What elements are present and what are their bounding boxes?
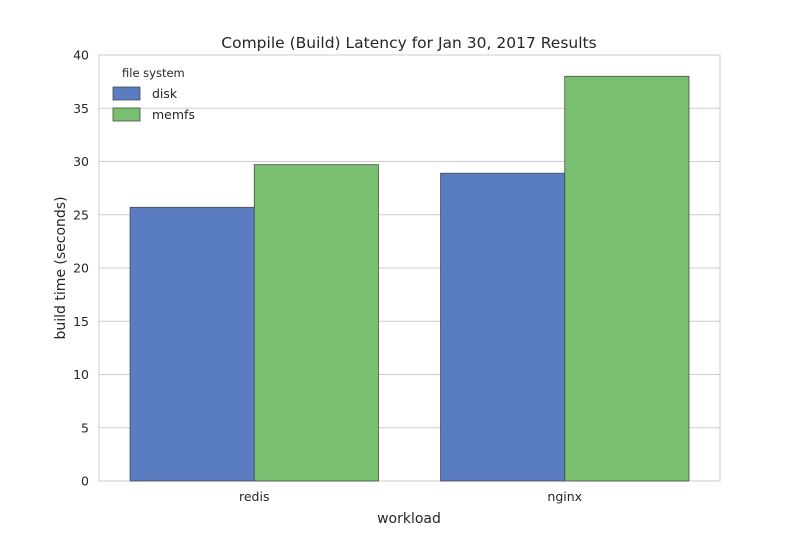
y-tick-label: 30 bbox=[73, 154, 89, 169]
y-tick-label: 15 bbox=[73, 314, 89, 329]
y-tick-labels: 0 5 10 15 20 25 30 35 40 bbox=[73, 48, 89, 489]
y-tick-label: 20 bbox=[73, 261, 89, 276]
x-tick-label: redis bbox=[239, 489, 269, 504]
x-axis-label: workload bbox=[377, 511, 441, 527]
y-tick-label: 40 bbox=[73, 48, 89, 63]
legend-title: file system bbox=[122, 66, 185, 80]
x-tick-label: nginx bbox=[547, 489, 582, 504]
chart-title: Compile (Build) Latency for Jan 30, 2017… bbox=[221, 34, 596, 52]
bars bbox=[129, 75, 690, 482]
bar-disk-redis bbox=[129, 206, 255, 482]
bar-disk-nginx bbox=[440, 172, 566, 482]
y-tick-label: 35 bbox=[73, 101, 89, 116]
bar-memfs-redis bbox=[253, 164, 379, 482]
y-axis-label: build time (seconds) bbox=[53, 196, 69, 339]
legend-swatch-disk bbox=[112, 86, 141, 101]
y-tick-label: 10 bbox=[73, 367, 89, 382]
y-tick-label: 25 bbox=[73, 207, 89, 222]
y-tick-label: 5 bbox=[81, 420, 89, 435]
legend-label-disk: disk bbox=[152, 86, 178, 101]
legend-label-memfs: memfs bbox=[152, 107, 195, 122]
bar-memfs-nginx bbox=[564, 75, 690, 482]
x-tick-labels: redis nginx bbox=[239, 489, 582, 504]
y-tick-label: 0 bbox=[81, 474, 89, 489]
legend: file system disk memfs bbox=[112, 66, 195, 122]
legend-swatch-memfs bbox=[112, 107, 141, 122]
